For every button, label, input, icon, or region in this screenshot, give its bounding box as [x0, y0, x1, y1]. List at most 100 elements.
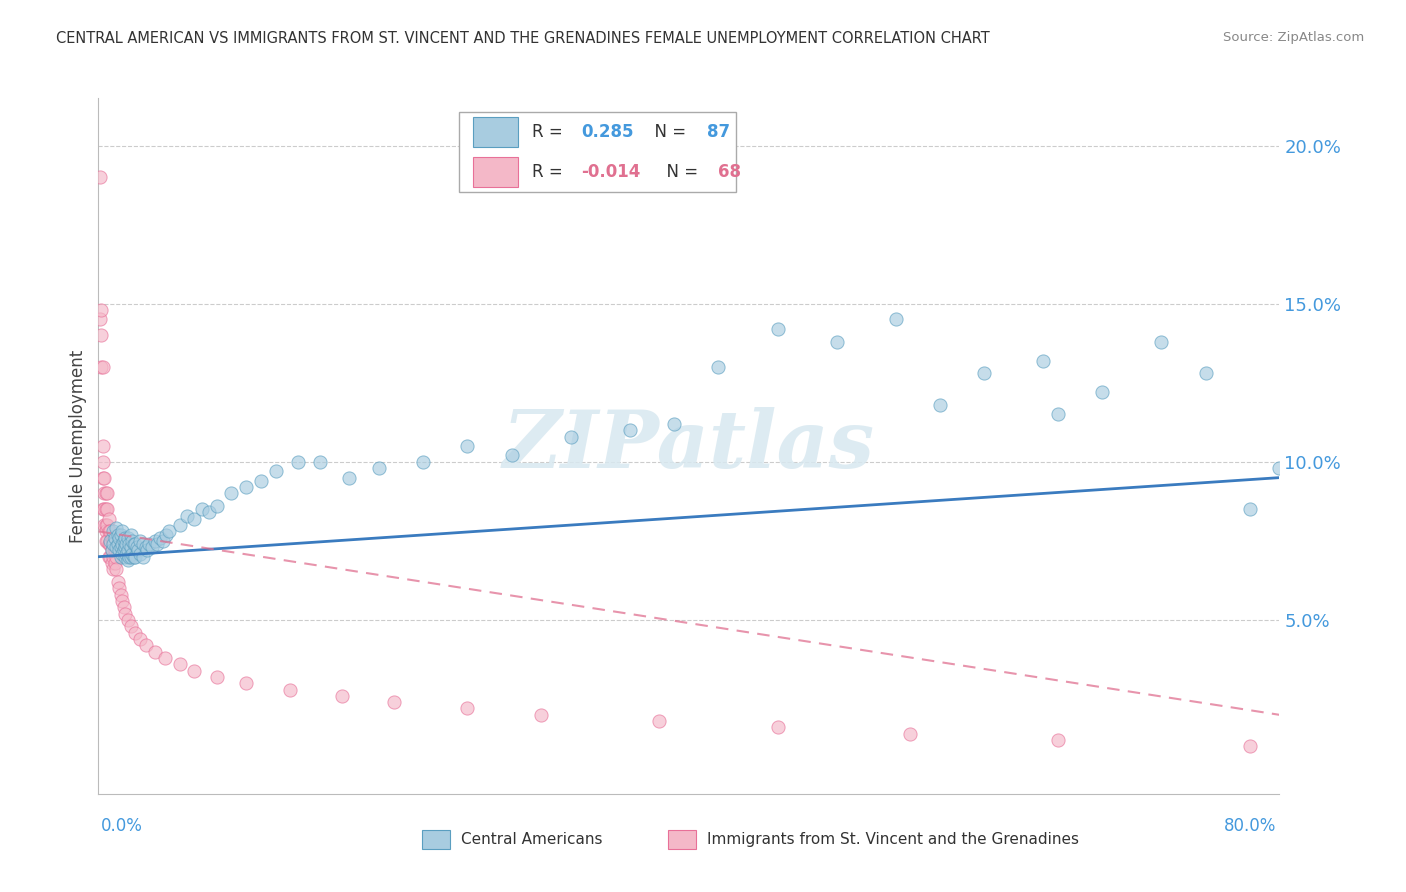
Point	[900, 727, 922, 741]
Point	[457, 439, 479, 453]
Point	[135, 638, 157, 652]
Point	[149, 531, 172, 545]
Point	[91, 455, 114, 469]
Text: Source: ZipAtlas.com: Source: ZipAtlas.com	[1223, 31, 1364, 45]
Point	[143, 644, 166, 658]
Point	[104, 556, 127, 570]
Point	[110, 540, 132, 554]
Point	[100, 556, 122, 570]
Point	[96, 486, 118, 500]
Point	[280, 682, 302, 697]
Point	[105, 562, 128, 576]
Point	[560, 429, 582, 443]
Point	[382, 695, 405, 709]
Point	[93, 486, 115, 500]
Point	[100, 543, 122, 558]
Point	[221, 486, 243, 500]
Point	[93, 518, 115, 533]
Point	[108, 543, 131, 558]
Point	[89, 170, 111, 185]
Y-axis label: Female Unemployment: Female Unemployment	[69, 350, 87, 542]
Point	[250, 474, 273, 488]
Point	[973, 366, 995, 380]
Point	[98, 549, 121, 564]
Text: R =: R =	[531, 123, 568, 141]
Point	[114, 540, 136, 554]
Point	[132, 537, 155, 551]
Point	[120, 540, 142, 554]
Point	[98, 537, 121, 551]
Point	[198, 505, 221, 519]
Point	[97, 524, 120, 539]
Point	[122, 549, 145, 564]
Point	[191, 502, 214, 516]
Point	[118, 537, 141, 551]
Point	[115, 537, 138, 551]
Point	[103, 524, 125, 539]
Point	[157, 524, 180, 539]
Point	[94, 486, 117, 500]
Text: Central Americans: Central Americans	[461, 832, 603, 847]
Point	[105, 540, 128, 554]
Point	[124, 625, 146, 640]
Point	[648, 714, 671, 728]
Point	[114, 549, 136, 564]
Point	[111, 547, 134, 561]
Point	[120, 619, 142, 633]
Point	[169, 657, 191, 672]
Point	[94, 533, 117, 548]
Text: 87: 87	[707, 123, 730, 141]
Text: ZIPatlas: ZIPatlas	[503, 408, 875, 484]
Point	[120, 527, 142, 541]
Point	[96, 518, 118, 533]
Point	[124, 537, 146, 551]
Point	[176, 508, 198, 523]
Point	[111, 537, 134, 551]
Point	[135, 540, 157, 554]
Point	[97, 537, 120, 551]
Point	[205, 499, 228, 513]
Point	[110, 527, 132, 541]
Point	[96, 502, 118, 516]
Point	[412, 455, 434, 469]
Point	[103, 533, 125, 548]
Point	[155, 527, 177, 541]
Point	[93, 470, 115, 484]
Text: 80.0%: 80.0%	[1225, 817, 1277, 835]
Point	[112, 543, 135, 558]
Point	[96, 533, 118, 548]
Point	[1046, 408, 1070, 422]
Point	[118, 549, 141, 564]
Text: 0.0%: 0.0%	[101, 817, 143, 835]
Point	[1150, 334, 1173, 349]
Point	[929, 398, 952, 412]
Point	[152, 533, 174, 548]
Point	[146, 537, 169, 551]
Point	[94, 502, 117, 516]
Point	[110, 588, 132, 602]
Point	[91, 470, 114, 484]
Point	[91, 439, 114, 453]
Bar	[472, 157, 517, 186]
Point	[105, 521, 128, 535]
Point	[115, 547, 138, 561]
Point	[766, 721, 789, 735]
Point	[153, 651, 176, 665]
Point	[183, 664, 205, 678]
Point	[90, 359, 112, 374]
Point	[91, 502, 114, 516]
Point	[1239, 739, 1261, 754]
Text: Immigrants from St. Vincent and the Grenadines: Immigrants from St. Vincent and the Gren…	[707, 832, 1080, 847]
Point	[94, 524, 117, 539]
Point	[103, 537, 125, 551]
Text: 0.285: 0.285	[582, 123, 634, 141]
Point	[664, 417, 686, 431]
Point	[120, 549, 142, 564]
Point	[108, 582, 131, 596]
Point	[111, 524, 134, 539]
Point	[138, 537, 160, 551]
FancyBboxPatch shape	[458, 112, 737, 192]
Point	[103, 549, 125, 564]
Point	[121, 533, 143, 548]
Text: N =: N =	[655, 163, 703, 181]
